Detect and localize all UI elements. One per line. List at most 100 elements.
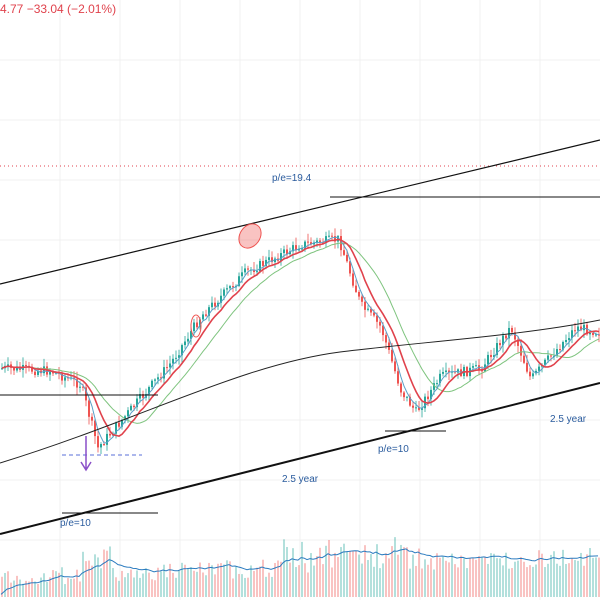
volume-bar	[367, 560, 369, 597]
volume-bar	[499, 558, 501, 597]
candle-body	[193, 322, 195, 332]
candle-body	[592, 332, 594, 335]
volume-bar	[535, 564, 537, 597]
candle	[238, 272, 240, 288]
volume-bar	[250, 565, 252, 597]
candle	[334, 228, 336, 249]
candle-body	[289, 251, 291, 255]
candle	[157, 373, 159, 385]
volume-bar	[265, 576, 267, 597]
candle-body	[349, 261, 351, 274]
candle	[358, 290, 360, 300]
candle-body	[163, 367, 165, 379]
candle-body	[535, 370, 537, 374]
volume-bar	[46, 582, 48, 597]
candle-body	[16, 366, 18, 371]
candle-body	[151, 380, 153, 388]
volume-bar	[286, 546, 288, 597]
candle-body	[160, 377, 162, 379]
volume-bar	[391, 546, 393, 597]
candle	[118, 415, 120, 429]
candle-body	[280, 253, 282, 261]
candle-body	[157, 377, 159, 380]
candle-body	[226, 288, 228, 290]
candle-body	[406, 396, 408, 398]
candle-body	[523, 355, 525, 363]
volume-bar	[334, 552, 336, 597]
candle	[226, 284, 228, 295]
candle	[502, 332, 504, 353]
candle-body	[595, 334, 597, 336]
candle	[442, 367, 444, 377]
candle-body	[574, 330, 576, 332]
candle-body	[241, 272, 243, 277]
candle	[163, 359, 165, 385]
ma-long-line	[0, 319, 600, 464]
volume-bar	[238, 573, 240, 597]
volume-bar	[352, 550, 354, 597]
volume-bar	[355, 550, 357, 597]
candle-body	[316, 240, 318, 243]
volume-bar	[586, 554, 588, 597]
candle-body	[361, 296, 363, 302]
candle	[196, 316, 198, 330]
candle-body	[487, 354, 489, 365]
candle	[286, 244, 288, 259]
candle	[229, 284, 231, 290]
volume-bar	[172, 572, 174, 597]
candle	[136, 394, 138, 412]
candle-body	[94, 420, 96, 437]
volume-bar	[589, 548, 591, 597]
candle	[523, 350, 525, 365]
candle	[97, 429, 99, 453]
candle	[373, 309, 375, 318]
candle	[550, 353, 552, 362]
volume-bar	[262, 559, 264, 597]
candle-body	[529, 371, 531, 377]
candle	[259, 258, 261, 274]
candle	[529, 367, 531, 380]
candle-body	[136, 398, 138, 408]
candle	[394, 357, 396, 374]
candle-body	[244, 268, 246, 273]
volume-bar	[16, 575, 18, 597]
candle	[100, 442, 102, 454]
candle	[10, 361, 12, 375]
candle-body	[220, 295, 222, 303]
candle-body	[286, 249, 288, 255]
candle-body	[520, 345, 522, 356]
volume-bar	[154, 580, 156, 597]
volume-bar	[439, 557, 441, 597]
candle-body	[268, 257, 270, 260]
candle-body	[496, 343, 498, 356]
candle-body	[178, 355, 180, 358]
candle-body	[451, 371, 453, 373]
candle	[409, 393, 411, 407]
volume-bar	[64, 584, 66, 597]
candle-body	[355, 285, 357, 292]
candle-body	[88, 400, 90, 417]
candle	[283, 245, 285, 260]
candle-body	[199, 319, 201, 328]
volume-bar	[520, 557, 522, 597]
candle-body	[190, 331, 192, 339]
candle-body	[412, 405, 414, 408]
volume-bar	[373, 566, 375, 597]
volume-bar	[271, 576, 273, 597]
candle-body	[79, 386, 81, 388]
volume-bar	[403, 547, 405, 597]
candle-body	[391, 349, 393, 362]
candle	[172, 354, 174, 370]
ma-slow-line	[1, 242, 600, 424]
volume-bar	[4, 572, 6, 597]
candle-body	[229, 286, 231, 289]
volume-bar	[67, 578, 69, 597]
arrow-down-icon	[80, 436, 92, 472]
volume-bar	[106, 550, 108, 597]
candle	[1, 363, 3, 371]
candle	[106, 427, 108, 451]
candle-body	[127, 410, 129, 417]
candle	[94, 419, 96, 445]
candle-body	[307, 241, 309, 243]
candle-body	[319, 240, 321, 243]
